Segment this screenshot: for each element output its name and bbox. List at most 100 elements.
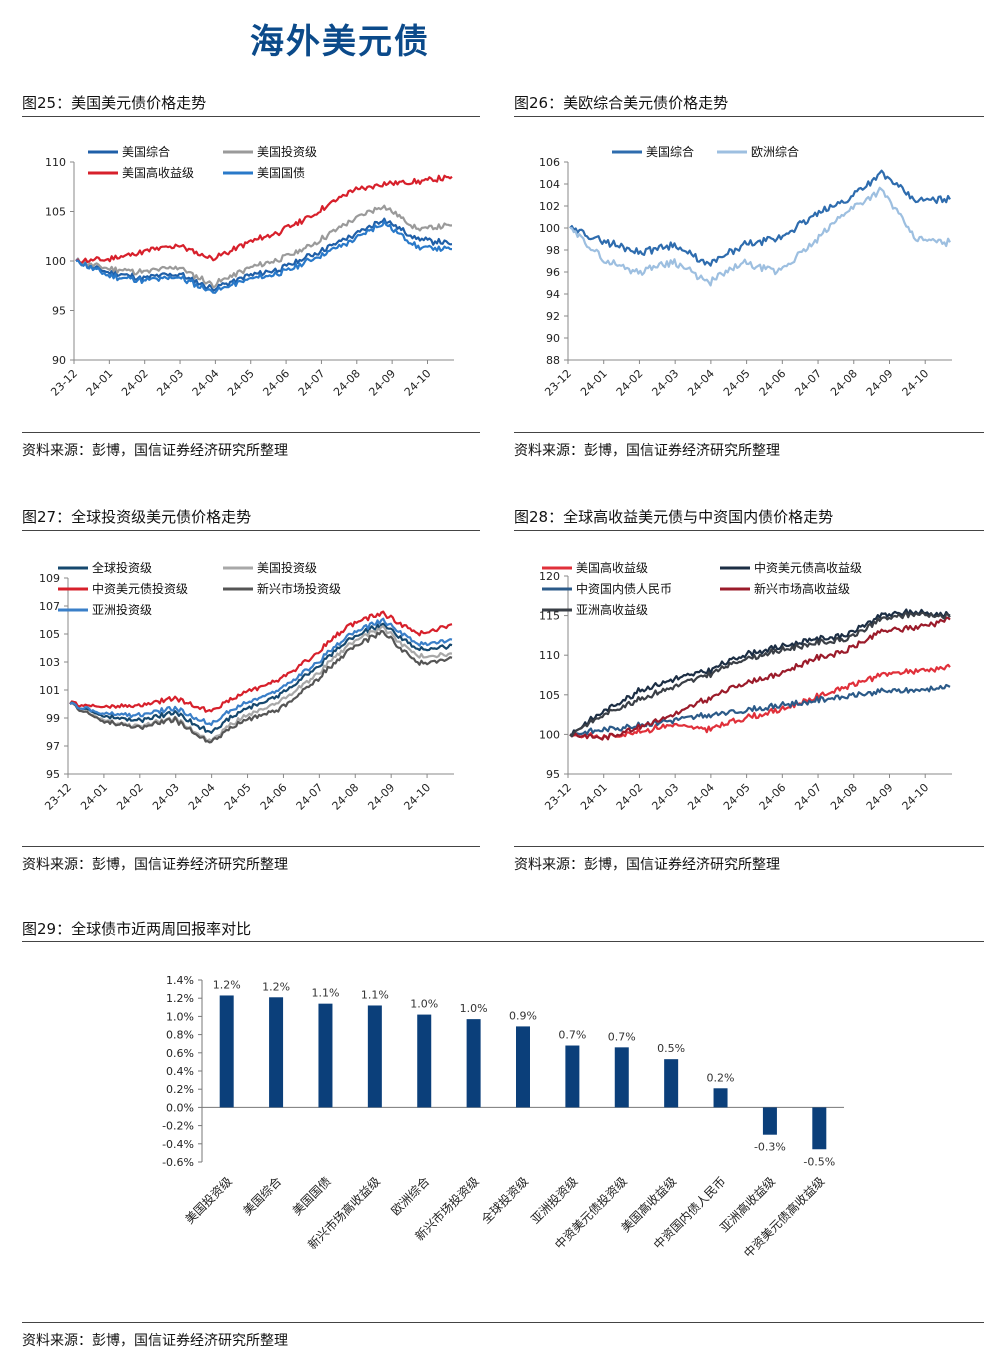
series-line-3 bbox=[569, 616, 951, 741]
category-label: 亚洲投资级 bbox=[527, 1174, 580, 1227]
category-label: 美国投资级 bbox=[182, 1174, 235, 1227]
y-tick-label: 96 bbox=[546, 266, 560, 279]
series-line-0 bbox=[69, 622, 453, 734]
figure-26-source: 资料来源：彭博，国信证券经济研究所整理 bbox=[514, 443, 780, 459]
y-tick-label: 110 bbox=[539, 649, 560, 662]
bar-9 bbox=[664, 1059, 679, 1108]
x-tick-label: 24-09 bbox=[366, 367, 398, 399]
figure-27-source: 资料来源：彭博，国信证券经济研究所整理 bbox=[22, 857, 288, 873]
y-tick-label: -0.6% bbox=[162, 1156, 194, 1169]
x-tick-label: 24-05 bbox=[222, 781, 254, 813]
figure-27-title: 图27：全球投资级美元债价格走势 bbox=[22, 508, 252, 526]
y-tick-label: 95 bbox=[546, 768, 560, 781]
y-tick-label: 109 bbox=[39, 572, 60, 585]
figure-26-bottom-rule bbox=[514, 432, 984, 433]
y-tick-label: -0.2% bbox=[162, 1120, 194, 1133]
y-tick-label: 105 bbox=[539, 689, 560, 702]
y-tick-label: 104 bbox=[539, 178, 560, 191]
x-tick-label: 24-01 bbox=[578, 367, 610, 399]
x-tick-label: 24-07 bbox=[296, 367, 328, 399]
bar-7 bbox=[565, 1045, 580, 1108]
legend-label: 美国高收益级 bbox=[122, 165, 194, 180]
y-tick-label: 99 bbox=[46, 712, 60, 725]
category-label: 美国国债 bbox=[290, 1174, 334, 1218]
legend-label: 美国投资级 bbox=[257, 144, 317, 159]
x-tick-label: 24-04 bbox=[186, 781, 218, 813]
figure-29-bottom-rule bbox=[22, 1322, 984, 1323]
y-tick-label: 105 bbox=[39, 628, 60, 641]
bar-1 bbox=[269, 997, 284, 1108]
y-tick-label: 92 bbox=[546, 310, 560, 323]
figure-29-chart: -0.6% -0.4% -0.2% 0.0% 0.2% 0.4% 0.6% 0.8% 1.0% 1… bbox=[162, 974, 844, 1261]
x-tick-label: 24-10 bbox=[900, 367, 932, 399]
y-tick-label: -0.4% bbox=[162, 1138, 194, 1151]
y-tick-label: 97 bbox=[46, 740, 60, 753]
bar-12 bbox=[812, 1107, 827, 1150]
legend-label: 全球投资级 bbox=[92, 560, 152, 575]
bar-3 bbox=[367, 1005, 382, 1108]
x-tick-label: 24-09 bbox=[365, 781, 397, 813]
x-tick-label: 24-04 bbox=[685, 781, 717, 813]
x-tick-label: 24-06 bbox=[258, 781, 290, 813]
y-tick-label: 115 bbox=[539, 610, 560, 623]
category-label: 欧洲综合 bbox=[388, 1174, 433, 1219]
bar-11 bbox=[762, 1107, 777, 1135]
y-tick-label: 98 bbox=[546, 244, 560, 257]
series-line-3 bbox=[75, 220, 453, 294]
bar-2 bbox=[318, 1003, 333, 1108]
y-tick-label: 0.6% bbox=[166, 1047, 194, 1060]
legend-label: 美国国债 bbox=[257, 166, 305, 180]
bar-5 bbox=[466, 1019, 481, 1108]
x-tick-label: 23-12 bbox=[542, 367, 574, 399]
x-tick-label: 24-07 bbox=[792, 367, 824, 399]
series-line-0 bbox=[569, 663, 951, 740]
x-tick-label: 24-01 bbox=[78, 781, 110, 813]
legend-label: 新兴市场高收益级 bbox=[754, 581, 850, 596]
x-tick-label: 23-12 bbox=[542, 781, 574, 813]
series-line-0 bbox=[569, 169, 951, 267]
figure-26-title: 图26：美欧综合美元债价格走势 bbox=[514, 94, 729, 112]
x-tick-label: 24-04 bbox=[190, 367, 222, 399]
legend-label: 中资美元债高收益级 bbox=[754, 560, 862, 575]
legend-label: 中资国内债人民币 bbox=[576, 581, 672, 596]
x-tick-label: 24-08 bbox=[331, 367, 363, 399]
y-tick-label: 120 bbox=[539, 570, 560, 583]
x-tick-label: 24-10 bbox=[401, 781, 433, 813]
legend-label: 美国综合 bbox=[646, 144, 694, 159]
series-line-1 bbox=[69, 625, 453, 743]
page-title: 海外美元债 bbox=[250, 22, 430, 62]
y-tick-label: 0.8% bbox=[166, 1029, 194, 1042]
y-tick-label: 1.4% bbox=[166, 974, 194, 987]
series-line-2 bbox=[75, 174, 453, 265]
figure-28-source: 资料来源：彭博，国信证券经济研究所整理 bbox=[514, 857, 780, 873]
x-tick-label: 24-10 bbox=[900, 781, 932, 813]
y-tick-label: 90 bbox=[52, 354, 66, 367]
y-tick-label: 110 bbox=[45, 156, 66, 169]
legend-label: 亚洲高收益级 bbox=[576, 602, 648, 617]
y-tick-label: 107 bbox=[39, 600, 60, 613]
x-tick-label: 24-05 bbox=[225, 367, 257, 399]
bar-8 bbox=[614, 1047, 629, 1108]
legend-label: 新兴市场投资级 bbox=[257, 581, 341, 596]
legend-label: 美国综合 bbox=[122, 144, 170, 159]
x-tick-label: 23-12 bbox=[48, 367, 80, 399]
legend-label: 美国高收益级 bbox=[576, 560, 648, 575]
data-label: 1.1% bbox=[361, 988, 389, 1001]
data-label: 1.2% bbox=[213, 978, 241, 991]
bar-10 bbox=[713, 1088, 728, 1108]
x-tick-label: 24-05 bbox=[721, 781, 753, 813]
category-label: 中资美元债高收益级 bbox=[740, 1174, 827, 1261]
figure-25-source: 资料来源：彭博，国信证券经济研究所整理 bbox=[22, 443, 288, 459]
series-line-3 bbox=[69, 629, 453, 744]
legend-label: 中资美元债投资级 bbox=[92, 581, 188, 596]
x-tick-label: 24-02 bbox=[114, 781, 146, 813]
figure-29-source: 资料来源：彭博，国信证券经济研究所整理 bbox=[22, 1333, 288, 1349]
figure-26-top-rule bbox=[514, 116, 984, 117]
legend-label: 亚洲投资级 bbox=[92, 602, 152, 617]
y-tick-label: 94 bbox=[546, 288, 560, 301]
data-label: 0.9% bbox=[509, 1009, 537, 1022]
